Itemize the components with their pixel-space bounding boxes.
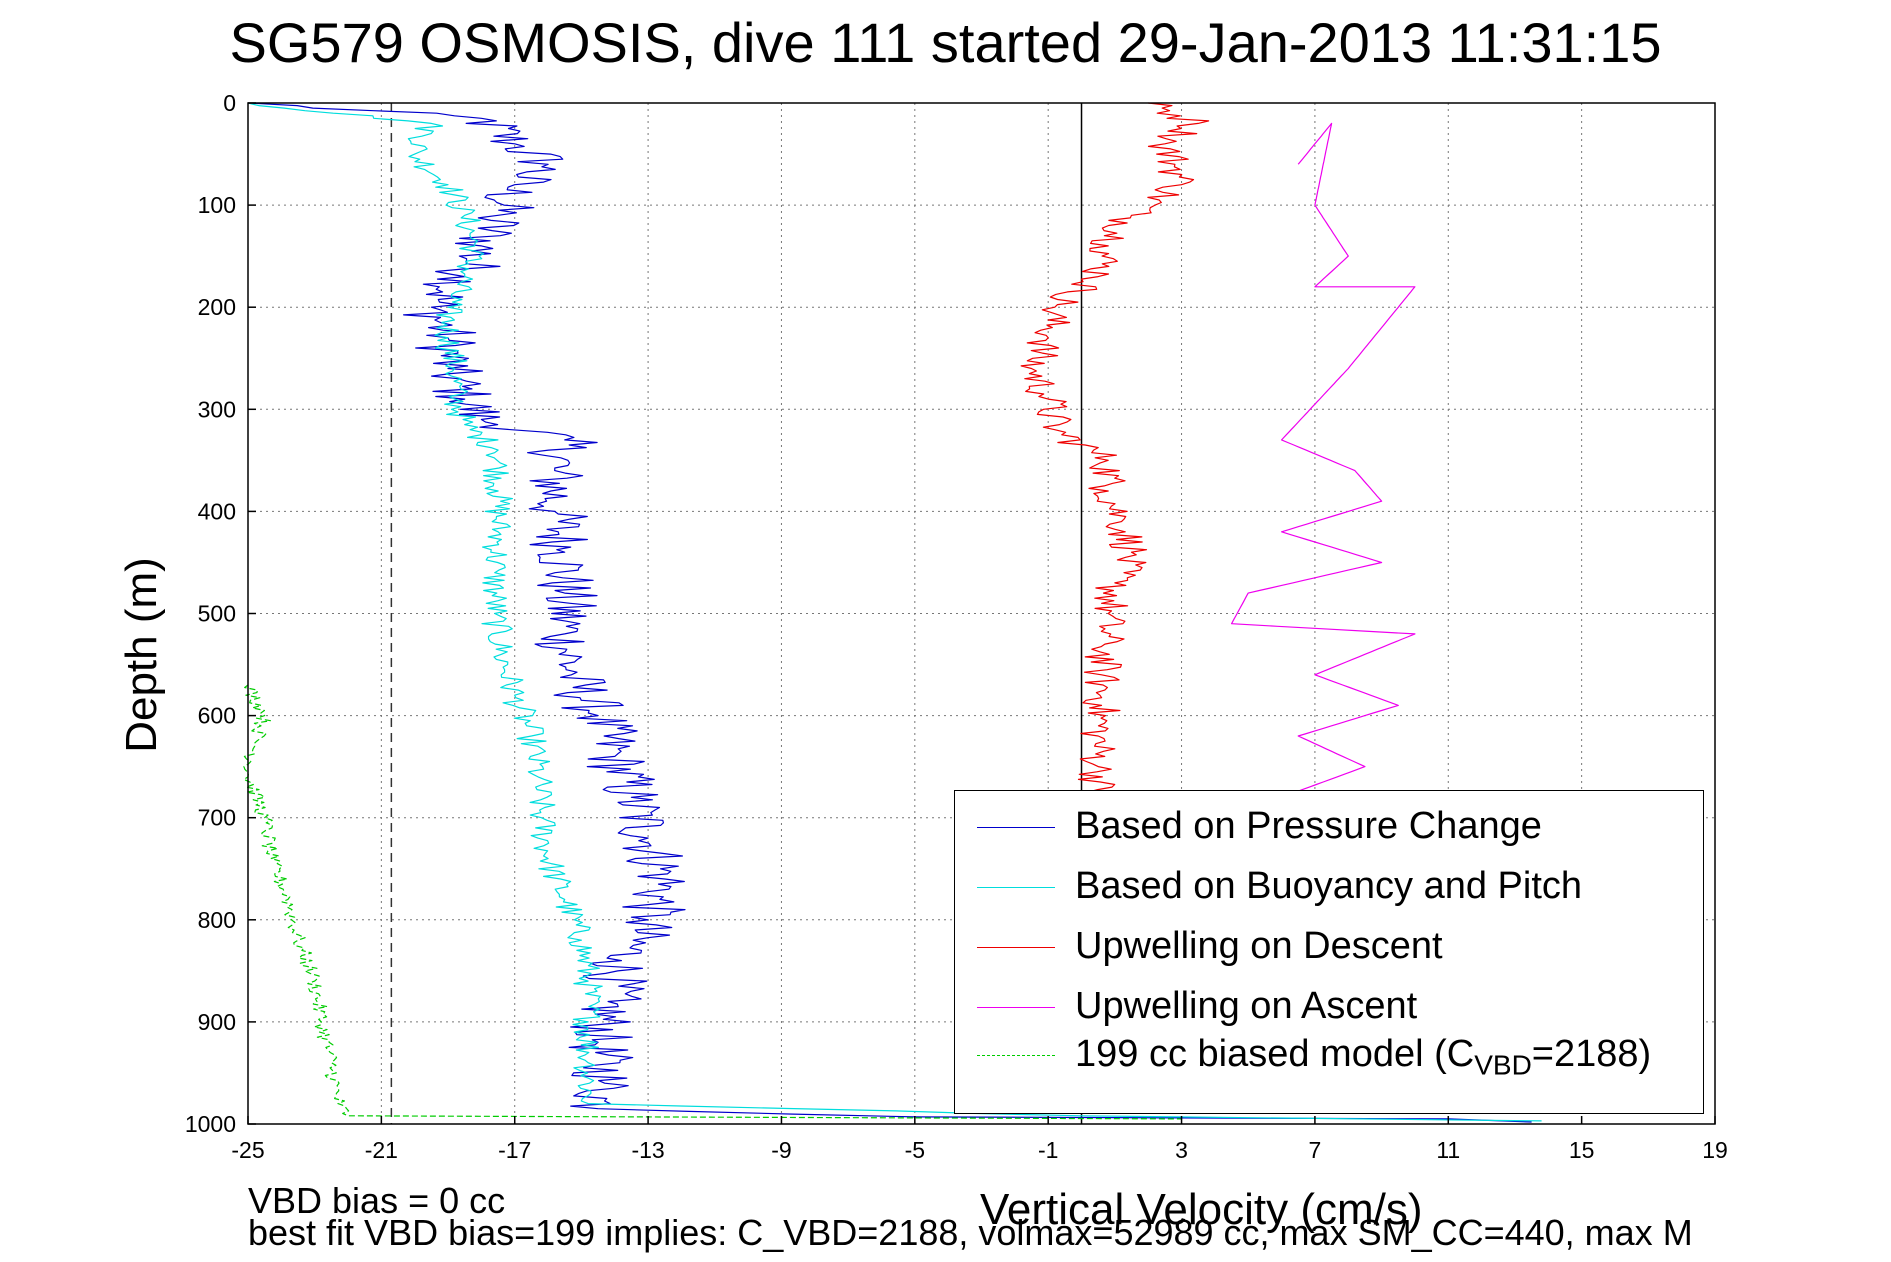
- legend-label: Upwelling on Descent: [1075, 925, 1443, 967]
- y-tick-label: 500: [198, 601, 236, 627]
- y-tick-label: 700: [198, 805, 236, 831]
- series-line: [247, 102, 1542, 1122]
- y-tick-label: 600: [198, 703, 236, 729]
- legend: Based on Pressure Change Based on Buoyan…: [954, 790, 1704, 1114]
- legend-label: Based on Pressure Change: [1075, 805, 1542, 847]
- vbd-bias-note: VBD bias = 0 cc: [248, 1180, 506, 1221]
- legend-label: 199 cc biased model (CVBD=2188): [1075, 1033, 1652, 1081]
- series-line: [243, 684, 1182, 1120]
- y-tick-label: 0: [223, 90, 236, 116]
- legend-item: Upwelling on Descent: [965, 919, 1695, 975]
- series-line: [1020, 102, 1210, 798]
- series-line: [1231, 122, 1416, 798]
- x-tick-label: -21: [365, 1137, 398, 1163]
- y-tick-label: 300: [198, 396, 236, 422]
- y-tick-label: 1000: [185, 1111, 236, 1137]
- best-fit-note: best fit VBD bias=199 implies: C_VBD=218…: [248, 1212, 1693, 1253]
- y-axis-label: Depth (m): [117, 557, 166, 753]
- y-tick-label: 800: [198, 907, 236, 933]
- x-tick-label: 19: [1702, 1137, 1728, 1163]
- x-tick-label: 15: [1569, 1137, 1595, 1163]
- legend-item: Based on Buoyancy and Pitch: [965, 859, 1695, 915]
- series-line: [247, 102, 1532, 1123]
- legend-swatch: [977, 827, 1055, 828]
- legend-label: Based on Buoyancy and Pitch: [1075, 865, 1583, 907]
- x-tick-label: 3: [1175, 1137, 1188, 1163]
- x-tick-label: 11: [1436, 1137, 1460, 1163]
- x-tick-label: -25: [231, 1137, 264, 1163]
- x-axis-label: Vertical Velocity (cm/s): [980, 1185, 1423, 1234]
- legend-swatch: [977, 887, 1055, 888]
- legend-label: Upwelling on Ascent: [1075, 985, 1418, 1027]
- y-tick-label: 900: [198, 1009, 236, 1035]
- axis-ticks: -25 -21 -17 -13 -9 -5 -1 3 7 11 15 1901002003004005…: [185, 90, 1728, 1163]
- series-layer: [243, 102, 1542, 1123]
- x-tick-label: 7: [1309, 1137, 1322, 1163]
- x-tick-label: -1: [1038, 1137, 1058, 1163]
- x-tick-label: -5: [905, 1137, 925, 1163]
- x-tick-label: -9: [771, 1137, 791, 1163]
- legend-item: Based on Pressure Change: [965, 799, 1695, 855]
- legend-item: 199 cc biased model (CVBD=2188): [965, 1027, 1695, 1083]
- legend-swatch: [977, 1055, 1055, 1056]
- y-tick-label: 400: [198, 498, 236, 524]
- y-tick-label: 100: [198, 192, 236, 218]
- chart-title: SG579 OSMOSIS, dive 111 started 29-Jan-2…: [229, 11, 1662, 74]
- x-tick-label: -13: [631, 1137, 664, 1163]
- legend-item: Upwelling on Ascent: [965, 979, 1695, 1035]
- legend-swatch: [977, 947, 1055, 948]
- y-tick-label: 200: [198, 294, 236, 320]
- x-tick-label: -17: [498, 1137, 531, 1163]
- legend-swatch: [977, 1007, 1055, 1008]
